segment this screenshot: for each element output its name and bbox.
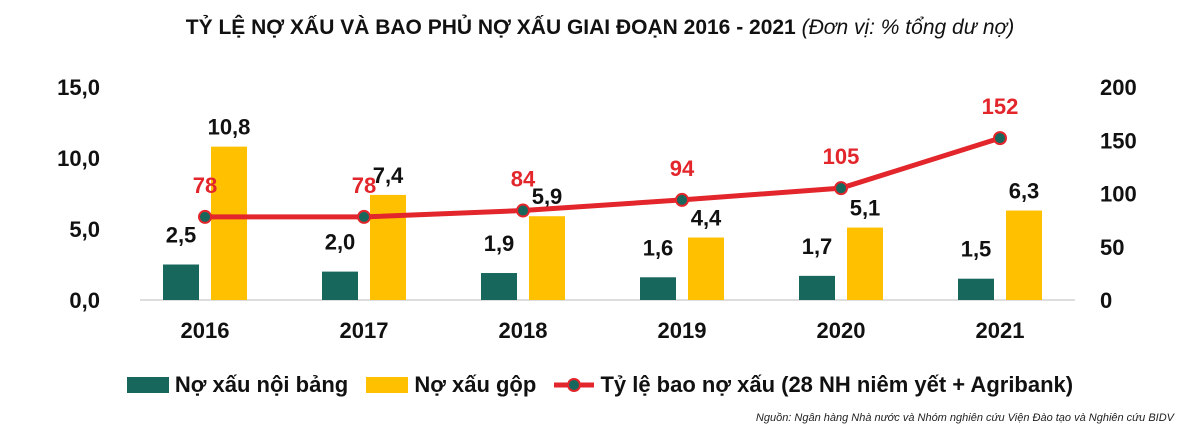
bar-noi-bang (799, 275, 835, 300)
bar-noi-bang (640, 277, 676, 300)
line-data-label: 84 (511, 167, 536, 192)
left-tick-label: 0,0 (69, 288, 100, 313)
line-data-label: 94 (670, 156, 695, 181)
data-label: 1,7 (802, 234, 833, 259)
x-tick-label: 2020 (817, 318, 866, 343)
left-tick-label: 5,0 (69, 217, 100, 242)
data-label: 5,9 (532, 184, 563, 209)
bar-gop (211, 146, 247, 300)
bar-noi-bang (958, 278, 994, 300)
x-tick-label: 2017 (340, 318, 389, 343)
right-tick-label: 200 (1100, 75, 1137, 100)
line-point (198, 209, 212, 224)
legend: Nợ xấu nội bảng Nợ xấu gộp Tỷ lệ bao nợ … (0, 372, 1200, 399)
data-label: 1,5 (961, 237, 992, 262)
data-label: 10,8 (208, 115, 251, 140)
legend-swatch (126, 377, 169, 393)
line-bao-phu (205, 135, 1001, 220)
right-tick-label: 50 (1100, 235, 1124, 260)
bar-noi-bang (481, 273, 517, 300)
left-tick-label: 15,0 (57, 75, 100, 100)
legend-swatch (366, 377, 409, 393)
data-label: 1,9 (484, 231, 515, 256)
line-point (675, 192, 689, 207)
data-label: 6,3 (1009, 179, 1040, 204)
line-point (516, 203, 530, 218)
line-data-label: 105 (823, 144, 860, 169)
line-data-label: 78 (193, 173, 217, 198)
line-point (834, 181, 848, 196)
x-tick-label: 2018 (499, 318, 548, 343)
right-tick-label: 150 (1100, 128, 1137, 153)
legend-label: Nợ xấu gộp (414, 372, 537, 397)
x-tick-label: 2021 (976, 318, 1025, 343)
legend-item-noi-bang: Nợ xấu nội bảng (126, 372, 349, 398)
data-label: 1,6 (643, 235, 674, 260)
x-tick-label: 2019 (658, 318, 707, 343)
subtitle-text: (Đơn vị: % tổng dư nợ) (801, 16, 1015, 39)
data-label: 2,0 (325, 230, 356, 255)
bar-gop (370, 194, 406, 300)
data-label: 7,4 (373, 163, 404, 188)
legend-label: Tỷ lệ bao nợ xấu (28 NH niêm yết + Agrib… (600, 372, 1074, 397)
source-note: Nguồn: Ngân hàng Nhà nước và Nhóm nghiên… (755, 412, 1174, 424)
bar-gop (529, 216, 565, 300)
bar-noi-bang (322, 271, 358, 300)
right-tick-label: 0 (1100, 288, 1112, 313)
bar-noi-bang (163, 264, 199, 300)
legend-item-gop: Nợ xấu gộp (366, 372, 536, 398)
right-tick-label: 100 (1100, 182, 1137, 207)
title-text: TỶ LỆ NỢ XẤU VÀ BAO PHỦ NỢ XẤU GIAI ĐOẠN… (185, 16, 796, 39)
legend-item-bao-phu: Tỷ lệ bao nợ xấu (28 NH niêm yết + Agrib… (554, 372, 1073, 398)
line-point (357, 209, 371, 224)
data-label: 5,1 (850, 196, 881, 221)
line-data-label: 152 (982, 94, 1019, 119)
line-data-label: 78 (352, 173, 376, 198)
line-point (993, 131, 1007, 146)
data-label: 4,4 (691, 206, 722, 231)
bar-gop (1006, 210, 1042, 300)
bar-gop (688, 237, 724, 300)
bar-gop (847, 227, 883, 300)
legend-label: Nợ xấu nội bảng (174, 372, 349, 397)
data-label: 2,5 (166, 223, 197, 248)
legend-line-marker (554, 378, 595, 392)
chart-title: TỶ LỆ NỢ XẤU VÀ BAO PHỦ NỢ XẤU GIAI ĐOẠN… (0, 16, 1200, 40)
x-tick-label: 2016 (181, 318, 230, 343)
left-tick-label: 10,0 (57, 146, 100, 171)
